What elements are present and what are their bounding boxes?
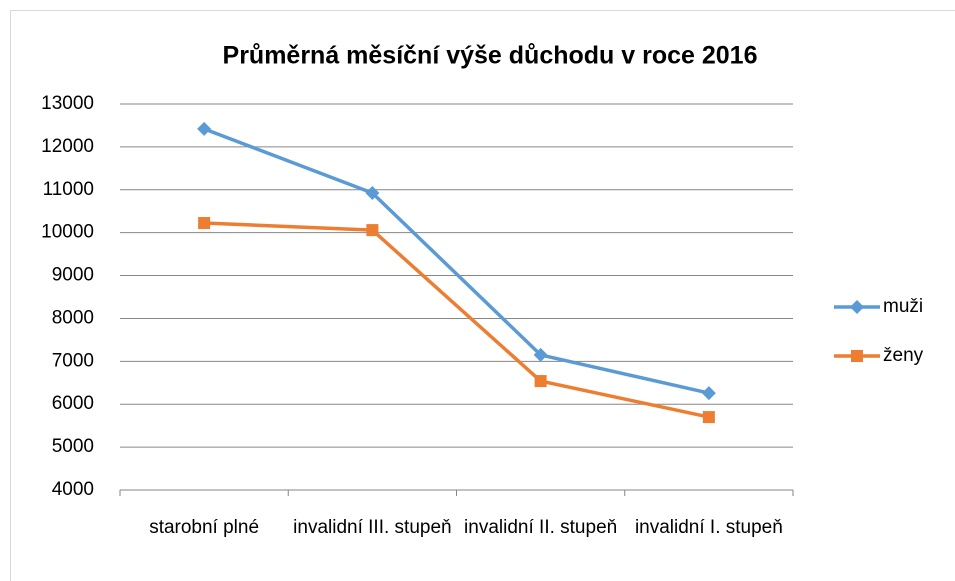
legend-label: ženy <box>883 345 924 366</box>
legend-label: muži <box>883 296 923 317</box>
series-line <box>203 127 710 395</box>
marker <box>198 217 211 230</box>
series-line <box>204 221 710 419</box>
marker <box>701 386 716 401</box>
x-tick-label: invalidní II. stupeň <box>464 517 618 538</box>
y-tick-label: 6000 <box>52 393 94 414</box>
y-tick-label: 10000 <box>41 222 94 243</box>
marker <box>702 411 715 424</box>
y-tick-label: 13000 <box>41 93 94 114</box>
x-tick-label: invalidní I. stupeň <box>634 517 783 538</box>
y-tick-label: 9000 <box>52 265 94 286</box>
y-tick-label: 5000 <box>52 436 94 457</box>
chart-title: Průměrná měsíční výše důchodu v roce 201… <box>223 42 758 70</box>
marker <box>365 185 380 200</box>
y-tick-label: 11000 <box>43 179 94 200</box>
marker <box>534 375 547 388</box>
y-tick-label: 4000 <box>52 479 94 500</box>
marker <box>851 350 863 362</box>
chart-border <box>10 10 955 581</box>
x-tick-label: starobní plné <box>149 517 260 538</box>
marker <box>850 300 864 314</box>
x-tick-label: invalidní III. stupeň <box>293 517 452 538</box>
marker <box>197 121 212 136</box>
marker <box>533 347 548 362</box>
y-tick-label: 7000 <box>52 350 94 371</box>
y-tick-label: 8000 <box>52 307 94 328</box>
y-tick-label: 12000 <box>41 136 94 157</box>
marker <box>366 224 379 237</box>
